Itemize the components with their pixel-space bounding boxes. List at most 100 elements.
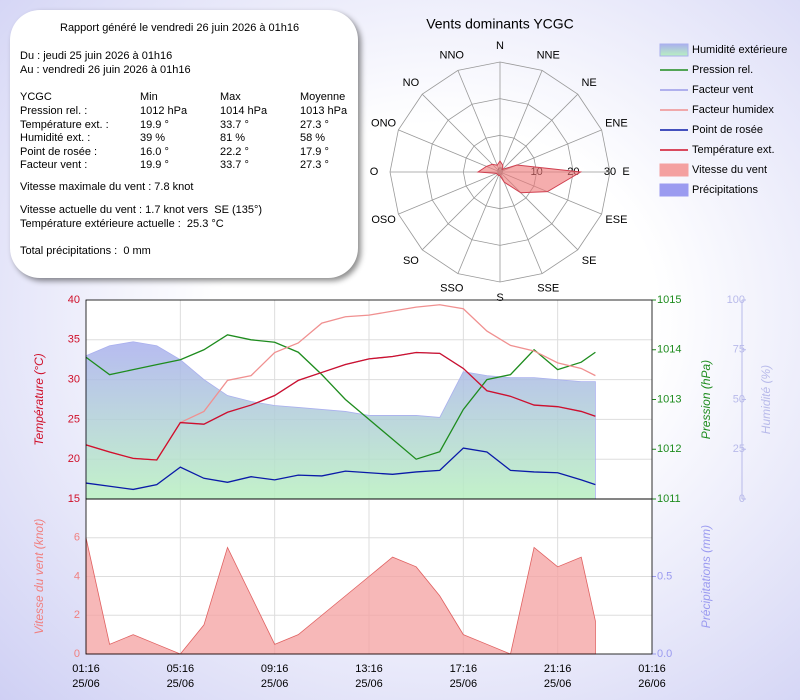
y-tick-label: 4 <box>74 570 80 582</box>
legend-label: Vitesse du vent <box>692 164 767 176</box>
rose-spoke <box>499 70 543 173</box>
table-cell: 1013 hPa <box>300 105 348 117</box>
table-cell: 27.3 ° <box>300 118 329 131</box>
rose-direction-label: NE <box>581 77 596 89</box>
line <box>85 334 596 460</box>
legend-label: Pression rel. <box>692 64 753 76</box>
rose-spoke <box>457 171 501 274</box>
y2-tick-label: 1012 <box>657 443 681 455</box>
table-cell: Humidité ext. : <box>20 132 91 144</box>
plot-frame <box>85 498 653 655</box>
y3-axis-title: Humidité (%) <box>759 365 773 434</box>
table-cell: 33.7 ° <box>220 118 249 131</box>
rose-spoke <box>398 129 501 173</box>
table-cell: Point de rosée : <box>20 145 98 158</box>
rose-direction-label: SO <box>403 255 419 267</box>
legend-label: Facteur humidex <box>692 104 774 116</box>
table-cell: 27.3 ° <box>300 159 329 171</box>
table-cell: 81 % <box>220 132 246 144</box>
table-cell: 1012 hPa <box>140 105 188 117</box>
table-cell: 39 % <box>140 132 166 144</box>
rose-wind-area <box>476 160 583 194</box>
table-cell: 22.2 ° <box>220 145 249 158</box>
legend-swatch <box>659 183 689 197</box>
x-tick-label: 09:16 25/06 <box>260 663 289 690</box>
y2-tick-label: 0.5 <box>657 570 672 582</box>
legend-label: Précipitations <box>692 184 759 196</box>
legend-swatch <box>659 43 689 57</box>
y-tick-label: 15 <box>68 493 80 505</box>
rose-spoke <box>421 171 501 251</box>
table-cell: 19.9 ° <box>140 118 169 131</box>
report-from: Du : jeudi 25 juin 2026 à 01h16 <box>20 50 173 62</box>
line <box>85 447 596 491</box>
table-header: Min <box>140 91 158 103</box>
x-tick-label: 17:16 25/06 <box>449 663 478 690</box>
x-tick-label: 01:16 26/06 <box>638 663 666 690</box>
table-cell: 33.7 ° <box>220 159 249 171</box>
y2-tick-label: 1014 <box>657 344 681 356</box>
rose-spoke <box>398 171 501 215</box>
y-tick-label: 0 <box>74 648 80 660</box>
area <box>85 537 596 655</box>
rose-direction-label: NNO <box>440 49 465 61</box>
rose-direction-label: SSE <box>537 282 559 294</box>
y-tick-label: 6 <box>74 532 80 544</box>
legend-swatch <box>659 163 689 177</box>
rose-direction-label: NO <box>403 77 420 89</box>
report-title: Rapport généré le vendredi 26 juin 2026 … <box>60 22 300 34</box>
x-tick-label: 05:16 25/06 <box>166 663 195 690</box>
table-header: YCGC <box>20 91 52 103</box>
table-cell: Température ext. : <box>20 118 109 131</box>
table-header: Max <box>220 91 241 103</box>
report-max-wind: Vitesse maximale du vent : 7.8 knot <box>20 181 194 193</box>
rose-title: Vents dominants YCGC <box>426 16 574 32</box>
y-tick-label: 30 <box>68 374 80 386</box>
rose-direction-label: O <box>370 166 379 178</box>
table-cell: Pression rel. : <box>20 105 88 117</box>
line <box>85 351 596 461</box>
rose-spoke <box>499 171 543 274</box>
y-tick-label: 20 <box>68 453 80 465</box>
rose-direction-label: SSO <box>440 282 464 294</box>
y2-tick-label: 1011 <box>657 493 681 505</box>
rose-spoke <box>457 70 501 173</box>
report-to: Au : vendredi 26 juin 2026 à 01h16 <box>20 64 191 76</box>
rose-direction-label: ONO <box>371 118 397 130</box>
y-tick-label: 35 <box>68 334 80 346</box>
y-tick-label: 25 <box>68 413 80 425</box>
table-cell: 1014 hPa <box>220 105 268 117</box>
y-tick-label: 40 <box>68 294 80 306</box>
report-precip: Total précipitations : 0 mm <box>20 245 151 257</box>
rose-direction-label: S <box>496 292 503 304</box>
rose-direction-label: ESE <box>605 214 627 226</box>
y-axis-title: Température (°C) <box>32 353 46 445</box>
y2-tick-label: 1013 <box>657 393 681 405</box>
area <box>85 341 596 500</box>
y2-axis-title: Pression (hPa) <box>699 360 713 439</box>
rose-direction-label: N <box>496 40 504 52</box>
legend-label: Facteur vent <box>692 84 753 96</box>
rose-direction-label: ENE <box>605 118 628 130</box>
report-current-temp: Température extérieure actuelle : 25.3 °… <box>20 218 224 230</box>
y-axis-title: Vitesse du vent (knot) <box>32 519 46 635</box>
report-box: Rapport généré le vendredi 26 juin 2026 … <box>10 10 358 278</box>
x-tick-label: 13:16 25/06 <box>355 663 383 690</box>
rose-spoke <box>499 93 579 173</box>
y3-tick-label: 100 <box>727 294 745 306</box>
y2-tick-label: 1015 <box>657 294 681 306</box>
legend-label: Humidité extérieure <box>692 44 787 56</box>
table-header: Moyenne <box>300 91 346 103</box>
rose-direction-label: OSO <box>371 214 396 226</box>
x-tick-label: 01:16 25/06 <box>72 663 100 690</box>
rose-direction-label: SE <box>582 255 597 267</box>
y2-tick-label: 0.0 <box>657 648 672 660</box>
rose-direction-label: NNE <box>537 49 560 61</box>
legend-label: Température ext. <box>692 144 775 156</box>
report-current-wind: Vitesse actuelle du vent : 1.7 knot vers… <box>20 204 263 216</box>
table-cell: 17.9 ° <box>300 145 329 158</box>
table-cell: Facteur vent : <box>20 159 88 171</box>
x-tick-label: 21:16 25/06 <box>543 663 572 690</box>
y2-axis-title: Précipitations (mm) <box>699 525 713 628</box>
